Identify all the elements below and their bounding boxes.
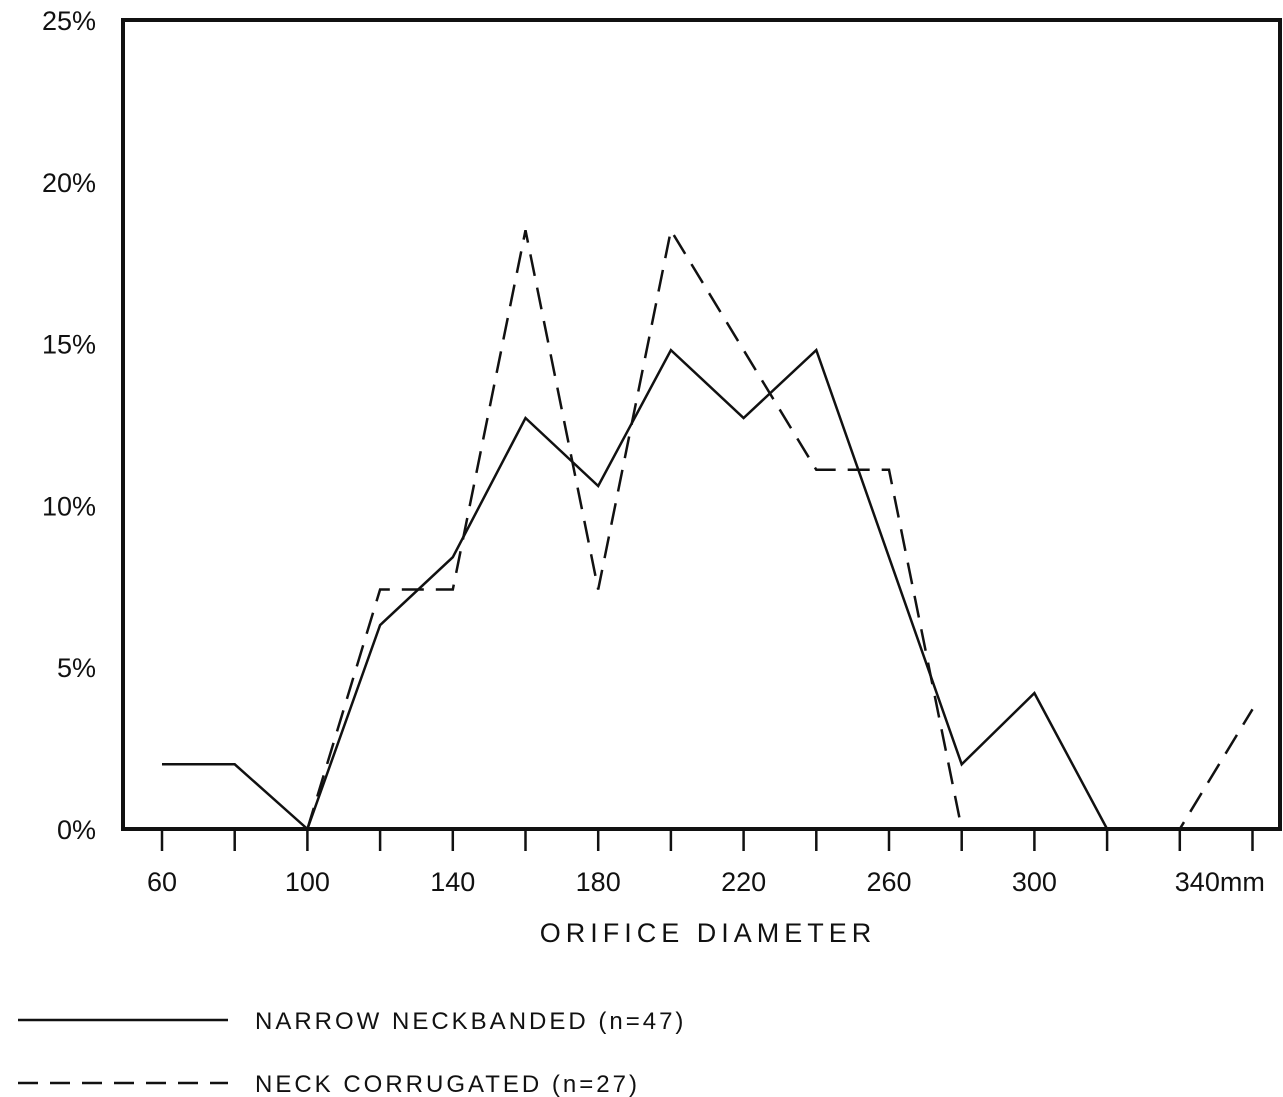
legend: NARROW NECKBANDED (n=47) NECK CORRUGATED… — [18, 1008, 686, 1097]
y-tick-label-15: 15% — [42, 330, 96, 360]
y-tick-label-5: 5% — [57, 653, 96, 683]
x-tick-label-340: 340mm — [1175, 867, 1265, 897]
x-tick-label-100: 100 — [285, 867, 330, 897]
y-tick-label-10: 10% — [42, 491, 96, 521]
x-tick-label-300: 300 — [1012, 867, 1057, 897]
series-line-1 — [306, 226, 1254, 831]
y-tick-label-20: 20% — [42, 168, 96, 198]
y-tick-label-0: 0% — [57, 815, 96, 845]
x-tick-label-260: 260 — [866, 867, 911, 897]
x-tick-label-220: 220 — [721, 867, 766, 897]
series-line-0 — [162, 347, 1180, 832]
plot-frame — [121, 18, 1282, 831]
y-tick-label-25: 25% — [42, 6, 96, 36]
x-tick-label-180: 180 — [576, 867, 621, 897]
x-tick-label-60: 60 — [147, 867, 177, 897]
legend-label-narrow-neckbanded: NARROW NECKBANDED (n=47) — [255, 1008, 686, 1035]
x-axis-title: ORIFICE DIAMETER — [540, 918, 877, 948]
x-tick-label-140: 140 — [430, 867, 475, 897]
legend-label-neck-corrugated: NECK CORRUGATED (n=27) — [255, 1071, 640, 1097]
